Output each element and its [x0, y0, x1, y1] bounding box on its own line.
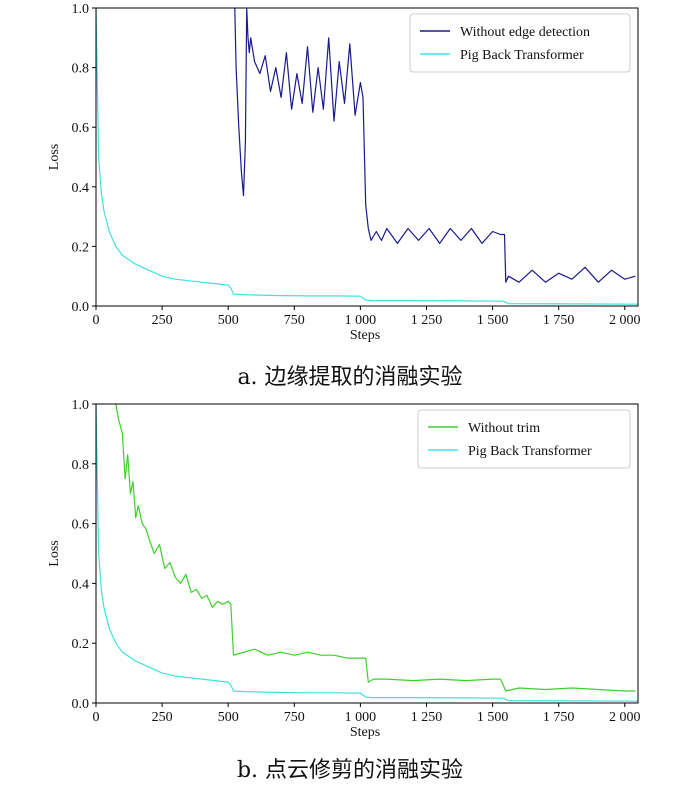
- y-tick-label: 0.4: [72, 577, 90, 592]
- y-tick-label: 0.6: [72, 518, 90, 533]
- x-axis-label: Steps: [350, 328, 380, 343]
- x-tick-label: 500: [218, 313, 239, 328]
- x-tick-label: 1 500: [477, 710, 509, 725]
- x-tick-label: 1 500: [477, 313, 509, 328]
- y-axis-label: Loss: [47, 144, 62, 170]
- x-tick-label: 500: [218, 710, 239, 725]
- chart-caption: a. 边缘提取的消融实验: [237, 365, 462, 390]
- legend-entry: Pig Back Transformer: [460, 48, 584, 63]
- y-tick-label: 0.4: [72, 181, 90, 196]
- y-tick-label: 0.2: [72, 637, 90, 652]
- x-tick-label: 1 750: [543, 313, 575, 328]
- y-tick-label: 0.0: [72, 697, 90, 712]
- x-tick-label: 1 750: [543, 710, 575, 725]
- axes-frame: [95, 7, 639, 307]
- y-axis-label: Loss: [47, 540, 62, 566]
- legend-box: [417, 409, 631, 469]
- x-tick-label: 250: [152, 313, 173, 328]
- x-tick-label: 250: [152, 710, 173, 725]
- x-tick-label: 750: [284, 313, 305, 328]
- x-tick-label: 1 250: [411, 313, 443, 328]
- x-tick-label: 0: [93, 710, 100, 725]
- x-axis-label: Steps: [350, 725, 380, 740]
- y-tick-label: 0.6: [72, 121, 90, 136]
- y-tick-label: 0.0: [72, 300, 90, 315]
- x-tick-label: 2 000: [609, 710, 641, 725]
- series-line-without-edge-detection: [234, 8, 636, 283]
- y-tick-label: 1.0: [72, 2, 90, 17]
- legend-entry: Pig Back Transformer: [468, 444, 592, 459]
- chart-panel-a: 0 250 500 750 1 000 1 250 1 500 1 750 2 000 0.0 0.…: [47, 2, 641, 390]
- y-tick-label: 0.2: [72, 240, 90, 255]
- x-tick-label: 750: [284, 710, 305, 725]
- series-line-pig-back-transformer: [96, 8, 638, 305]
- chart-caption: b. 点云修剪的消融实验: [237, 758, 463, 783]
- x-tick-label: 0: [93, 313, 100, 328]
- x-tick-label: 2 000: [609, 313, 641, 328]
- axes-frame: [95, 403, 639, 704]
- x-tick-label: 1 250: [411, 710, 443, 725]
- legend-box: [409, 13, 631, 73]
- legend-entry: Without trim: [468, 421, 540, 436]
- y-tick-label: 1.0: [72, 398, 90, 413]
- y-tick-label: 0.8: [72, 62, 90, 77]
- legend-entry: Without edge detection: [460, 25, 590, 40]
- x-tick-label: 1 000: [345, 313, 377, 328]
- y-tick-label: 0.8: [72, 458, 90, 473]
- chart-panel-b: 0 250 500 750 1 000 1 250 1 500 1 750 2 000 0.0 0.…: [47, 398, 641, 783]
- series-line-pig-back-transformer: [96, 404, 638, 702]
- x-tick-label: 1 000: [345, 710, 377, 725]
- series-line-without-trim: [115, 404, 636, 692]
